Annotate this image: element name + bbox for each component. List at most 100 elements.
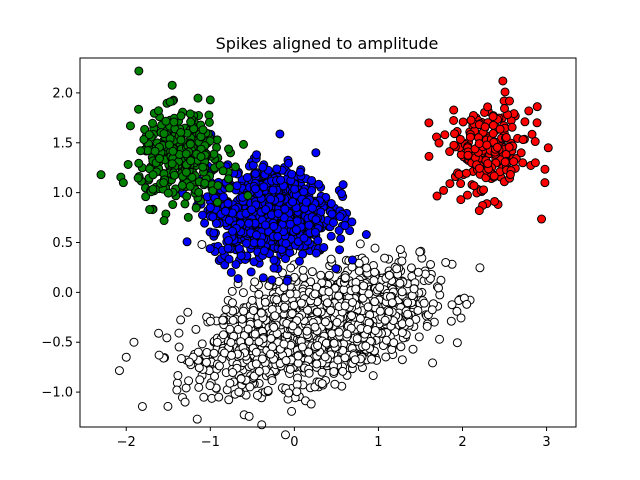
data-point [279,213,289,223]
data-point [395,245,405,255]
chart-title: Spikes aligned to amplitude [216,34,439,53]
data-point [197,339,207,349]
data-point [422,321,432,331]
data-point [284,388,294,398]
data-point [337,189,347,199]
data-point [355,313,365,323]
y-axis: −1.0 −0.5 0.0 0.5 1.0 1.5 2.0 [41,86,80,401]
x-tick-label: 0 [290,435,298,450]
data-point [392,264,402,274]
data-point [254,289,264,299]
data-point [163,401,173,411]
data-point [218,315,228,325]
data-point [288,197,298,207]
data-point [134,66,144,76]
data-point [196,152,206,162]
data-point [134,158,144,168]
data-point [198,210,208,220]
data-point [490,196,500,206]
data-point [129,337,139,347]
series-0 [114,239,485,440]
data-point [180,199,190,209]
data-point [363,302,373,312]
data-point [212,337,222,347]
data-point [462,190,472,200]
data-point [248,305,258,315]
data-point [238,288,248,298]
x-tick-label: 2 [458,435,466,450]
data-point [174,328,184,338]
data-point [134,104,144,114]
data-point [285,219,295,229]
data-point [319,242,329,252]
data-point [375,282,385,292]
data-point [489,171,499,181]
data-point [518,135,528,145]
data-point [159,178,169,188]
data-point [242,172,252,182]
data-point [176,135,186,145]
data-point [440,130,450,140]
data-point [214,392,224,402]
data-point [359,281,369,291]
data-point [340,221,350,230]
data-point [461,168,471,178]
data-point [194,363,204,373]
data-point [250,329,260,339]
data-point [320,352,330,362]
data-point [498,76,508,86]
data-point [150,146,160,156]
data-point [231,259,241,269]
data-point [257,354,267,364]
data-point [434,283,444,293]
data-point [397,287,407,297]
data-point [500,87,510,97]
data-point [251,230,261,240]
data-point [370,325,380,335]
data-point [218,192,228,202]
data-point [449,140,459,150]
data-point [230,162,240,172]
data-point [456,195,466,205]
data-point [331,264,341,274]
data-point [452,338,462,348]
data-point [191,203,201,213]
data-point [293,351,303,361]
data-point [342,329,352,339]
data-point [384,306,394,316]
data-point [159,129,169,139]
data-point [334,291,344,301]
data-point [200,178,210,188]
data-point [311,248,321,258]
data-point [375,306,385,316]
data-point [380,315,390,325]
data-point [209,228,219,238]
data-point [324,270,334,280]
data-point [281,254,290,264]
data-point [367,354,377,364]
data-point [220,206,230,216]
data-point [381,352,391,362]
data-point [311,148,321,158]
data-point [269,255,279,265]
data-point [297,342,307,352]
data-point [351,284,361,294]
data-point [267,275,277,285]
data-point [520,117,530,127]
data-point [340,353,350,363]
data-point [218,330,228,340]
data-point [332,317,342,327]
data-point [369,275,379,285]
data-point [454,169,464,179]
data-point [307,186,317,196]
data-point [465,132,475,142]
data-point [227,286,237,296]
series-1 [165,129,371,286]
data-point [306,399,316,409]
data-point [287,169,297,179]
data-point [363,325,373,334]
data-point [397,256,407,266]
data-point [352,334,362,344]
data-point [259,182,269,192]
data-point [195,375,205,385]
